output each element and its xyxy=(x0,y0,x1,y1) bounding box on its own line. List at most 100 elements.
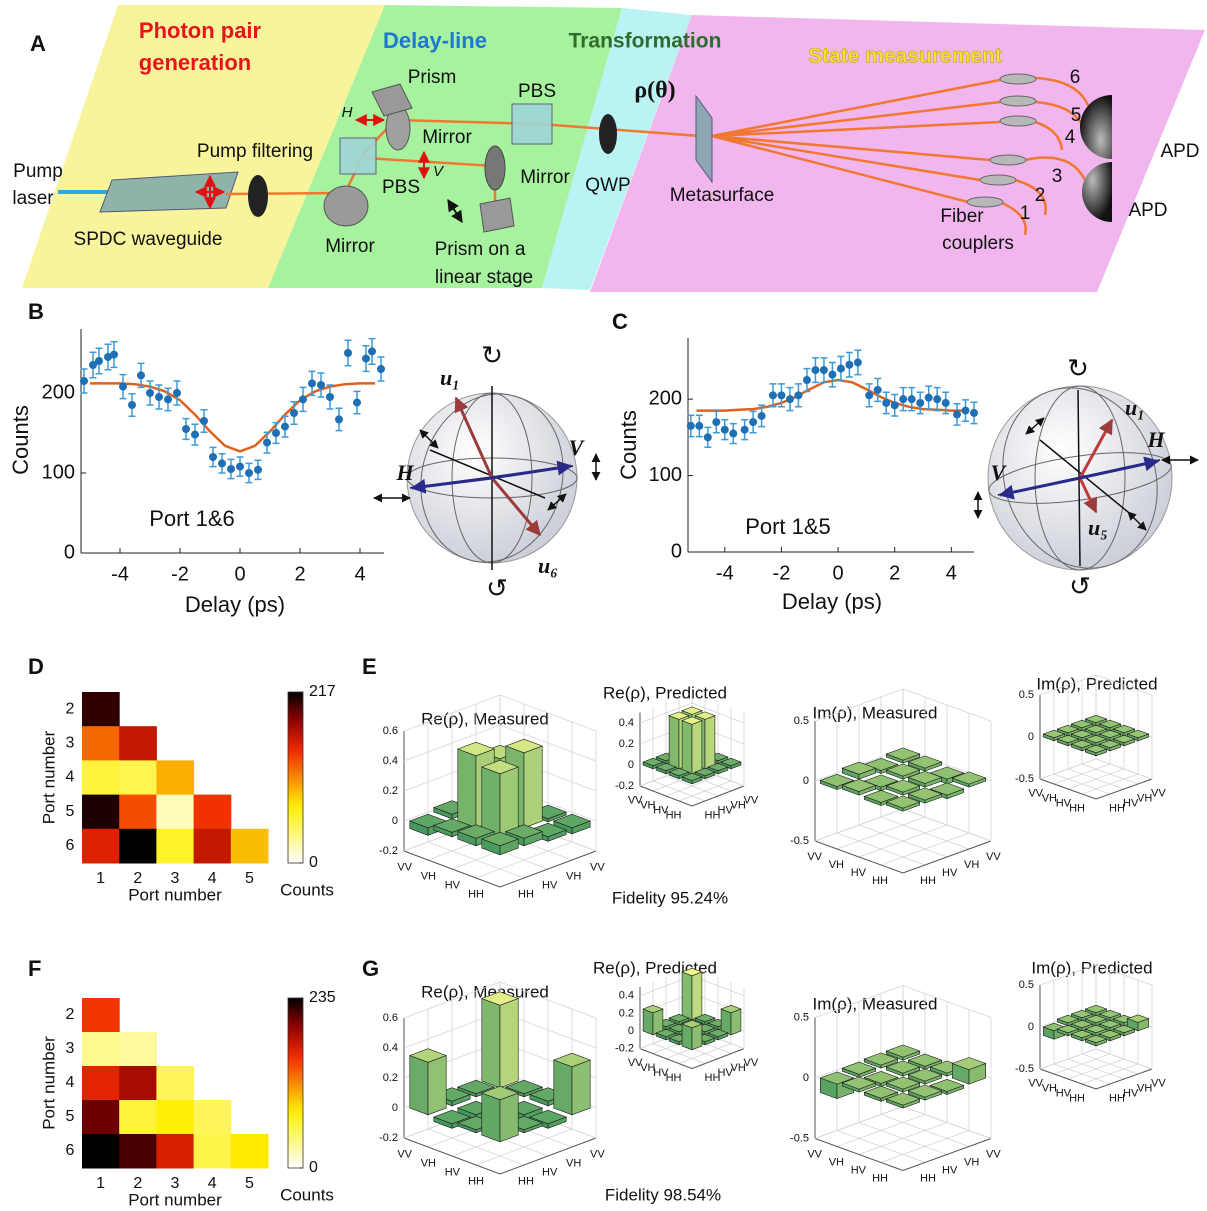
data-point xyxy=(368,347,376,356)
y-tick-label: VH xyxy=(640,1062,655,1074)
y-tick-label: HH xyxy=(1069,802,1085,814)
x-tick-label: VH xyxy=(1137,1082,1152,1094)
x-tick-label: -2 xyxy=(773,562,791,584)
component-label: Prism on a xyxy=(435,239,526,260)
x-tick-label: -4 xyxy=(716,562,734,584)
vector-label: u₆ xyxy=(538,553,558,578)
z-tick-label: -0.5 xyxy=(790,835,809,847)
heat-cell xyxy=(119,1100,157,1135)
bar-top xyxy=(1084,714,1108,724)
y-tick-label: 4 xyxy=(66,769,75,786)
colorbar-tick-label: 217 xyxy=(309,683,336,700)
data-point xyxy=(104,353,112,361)
bar-top xyxy=(480,991,520,1006)
heat-cell xyxy=(156,794,195,830)
bar-top xyxy=(1098,1019,1122,1029)
x-tick-label: VV xyxy=(1151,1077,1166,1089)
data-point xyxy=(164,395,172,404)
vector-label: V xyxy=(991,460,1008,485)
z-tick-label: 0.5 xyxy=(794,1011,809,1023)
apd xyxy=(1080,95,1112,159)
polarization-arrow xyxy=(1127,511,1147,531)
data-point xyxy=(236,462,244,471)
chart-title: Im(ρ), Measured xyxy=(813,994,938,1013)
data-point xyxy=(353,398,361,407)
chart-title: Re(ρ), Measured xyxy=(421,982,549,1001)
bar-top xyxy=(1098,1009,1122,1019)
x-axis-label: Delay (ps) xyxy=(185,592,285,617)
bar-top xyxy=(694,711,716,720)
x-tick-label: VV xyxy=(744,1057,759,1069)
data-point xyxy=(970,408,978,417)
circular-label: ↺ xyxy=(486,573,508,603)
y-tick-label: VH xyxy=(1042,792,1057,804)
bar-top xyxy=(885,747,921,761)
y-tick-label: VV xyxy=(397,861,412,873)
y-tick-label: VH xyxy=(421,1157,436,1169)
vector-label: H xyxy=(395,460,414,485)
y-axis-label: Port number xyxy=(39,730,58,824)
bar-face xyxy=(691,1023,703,1051)
x-tick-label: HH xyxy=(920,875,936,887)
x-tick-label: HH xyxy=(705,1072,721,1084)
grid-line xyxy=(1039,964,1153,986)
bar-top xyxy=(456,824,496,839)
y-axis-label: Counts xyxy=(616,410,641,480)
bar-face xyxy=(571,1059,591,1116)
y-tick-label: VH xyxy=(421,870,436,882)
axis-line xyxy=(1039,1068,1153,1090)
floor-grid xyxy=(665,775,719,797)
bar-top xyxy=(1084,724,1108,734)
waveguide xyxy=(99,171,239,213)
polarization-arrow xyxy=(547,493,567,511)
prism xyxy=(371,83,413,117)
circular-label: ↻ xyxy=(1067,353,1089,383)
data-point xyxy=(209,453,217,461)
data-point xyxy=(155,393,163,401)
bar-face xyxy=(681,720,693,775)
bar-top xyxy=(456,1079,496,1095)
panel-label: G xyxy=(362,956,379,981)
axis-line xyxy=(814,1138,992,1172)
z-tick-label: 0.2 xyxy=(383,785,398,797)
y-tick-label: 4 xyxy=(66,1074,75,1091)
y-tick-label: 6 xyxy=(66,837,75,854)
axis-line xyxy=(403,1137,597,1175)
bar-top xyxy=(642,757,664,767)
y-tick-label: HV xyxy=(1056,1087,1072,1099)
data-point xyxy=(308,379,316,388)
bar-top xyxy=(1126,1014,1150,1023)
chart-title: Im(ρ), Measured xyxy=(813,703,938,722)
data-point xyxy=(757,411,766,420)
heat-cell xyxy=(193,828,232,864)
x-tick-label: -4 xyxy=(111,563,129,585)
bar-top xyxy=(885,1044,921,1058)
bar-top xyxy=(907,1053,943,1067)
component-label: APD xyxy=(1128,200,1167,221)
heat-cell xyxy=(156,1066,195,1101)
grid-line xyxy=(814,688,992,722)
bar-top xyxy=(504,738,544,754)
bar-face xyxy=(681,971,693,1021)
bar-top xyxy=(1098,719,1122,729)
vector-label: u₁ xyxy=(440,365,460,390)
bar-top xyxy=(668,711,690,720)
x-tick-label: HH xyxy=(1109,802,1125,814)
x-axis-label: Port number xyxy=(128,1190,222,1209)
data-point xyxy=(961,406,970,415)
x-axis-label: Port number xyxy=(128,885,222,904)
y-tick-label: HH xyxy=(468,1175,484,1187)
y-tick-label: 3 xyxy=(66,1040,75,1057)
vector xyxy=(1078,418,1114,479)
heat-cell xyxy=(82,726,120,761)
data-point xyxy=(200,417,208,425)
heat-cell xyxy=(82,1066,120,1101)
data-point xyxy=(828,370,837,379)
z-tick-label: 0.2 xyxy=(619,738,634,750)
bar-top xyxy=(1084,734,1108,744)
data-point xyxy=(326,393,334,401)
x-tick-label: VH xyxy=(1137,792,1152,804)
floor-grid xyxy=(858,824,948,858)
z-tick-label: -0.2 xyxy=(379,845,398,857)
y-tick-label: VV xyxy=(628,794,643,806)
